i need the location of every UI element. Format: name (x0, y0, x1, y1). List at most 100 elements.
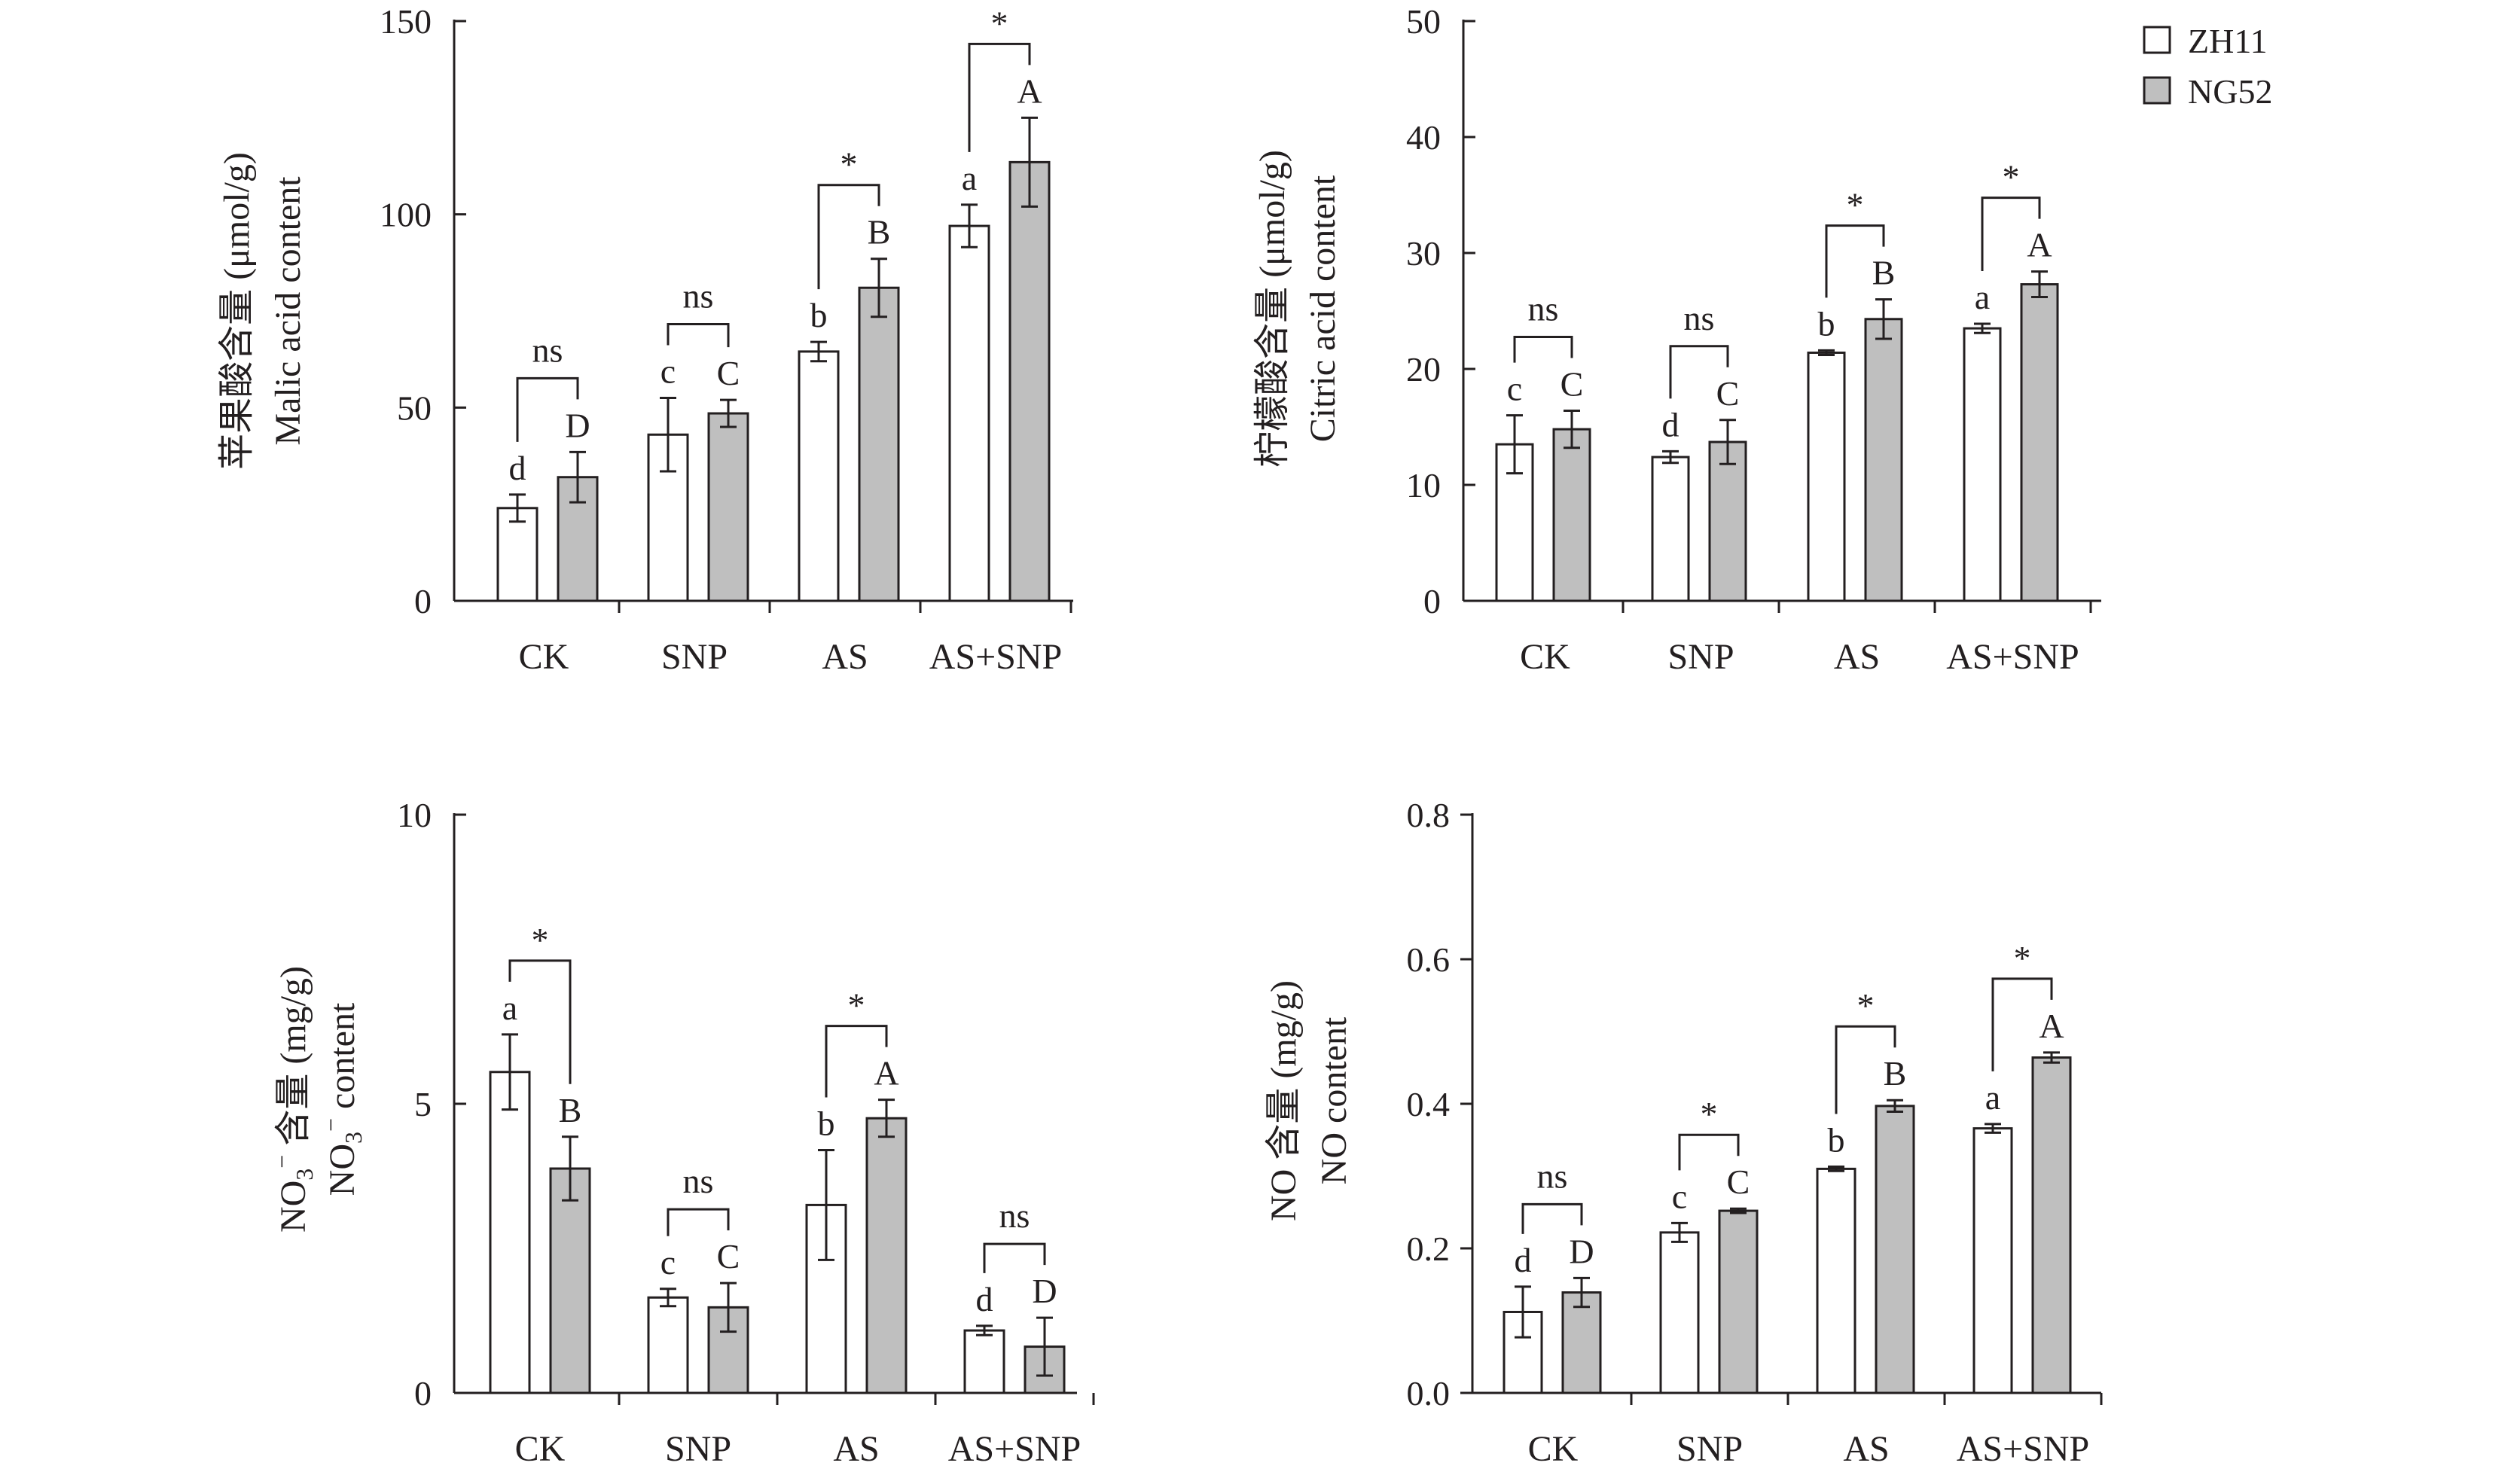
comparison-label: ns (1537, 1156, 1568, 1195)
bar-ng52-as-snp (2020, 283, 2059, 602)
chem-subscript: 3 (340, 1132, 367, 1144)
bar-ng52-as-snp (1008, 160, 1051, 602)
bar-zh11-as-snp (1963, 327, 2002, 602)
comparison-bracket (1513, 335, 1573, 363)
y-tick-label: 0 (414, 582, 432, 620)
y-axis-title-cn: NO3− 含量 (mg/g) (268, 966, 318, 1233)
x-category-label: AS (1834, 637, 1880, 677)
y-axis-title-cn: NO 含量 (mg/g) (1264, 980, 1304, 1221)
comparison-bracket (1521, 1202, 1583, 1234)
significance-letter: C (717, 1237, 740, 1275)
significance-letter: A (874, 1054, 898, 1093)
significance-letter: c (661, 1243, 676, 1281)
bar-ng52-as (1875, 1105, 1915, 1394)
significance-letter: a (1985, 1078, 2000, 1117)
significance-letter: D (565, 406, 590, 444)
bar-ng52-ck (549, 1167, 591, 1394)
y-tick-label: 0.4 (1407, 1085, 1451, 1123)
comparison-label: * (1857, 986, 1875, 1025)
y-axis-title-en: Malic acid content (268, 176, 308, 446)
bar-zh11-as (798, 350, 840, 602)
significance-letter: B (559, 1091, 582, 1129)
comparison-label: * (532, 921, 549, 959)
y-tick-label: 30 (1406, 234, 1441, 273)
x-category-label: SNP (1667, 637, 1734, 677)
comparison-bracket (968, 42, 1031, 152)
significance-letter: d (1515, 1241, 1532, 1279)
comparison-label: ns (683, 277, 714, 315)
comparison-label: ns (683, 1162, 714, 1200)
y-tick-label: 20 (1406, 350, 1441, 389)
bar-zh11-as-snp (1972, 1127, 2013, 1394)
comparison-bracket (1678, 1133, 1740, 1171)
comparison-label: * (2003, 158, 2020, 197)
significance-letter: b (810, 296, 828, 334)
y-tick-label: 40 (1406, 118, 1441, 157)
comparison-label: ns (532, 331, 563, 369)
significance-letter: C (1727, 1163, 1750, 1201)
x-category-label: SNP (1676, 1429, 1743, 1469)
chem-superscript: − (268, 1155, 295, 1169)
bar-ng52-as-snp (2031, 1056, 2072, 1394)
legend-label-ng52: NG52 (2188, 72, 2272, 111)
significance-letter: B (1872, 254, 1896, 292)
comparison-bracket (508, 959, 572, 1084)
y-tick-label: 50 (1406, 2, 1441, 41)
significance-letter: A (1017, 72, 1042, 110)
comparison-label: ns (999, 1196, 1030, 1235)
bar-zh11-ck (489, 1071, 531, 1394)
y-tick-label: 100 (380, 196, 432, 234)
y-axis-title-en: NO3− content (317, 1002, 367, 1196)
x-category-label: AS+SNP (929, 637, 1062, 677)
comparison-bracket (516, 376, 579, 442)
y-axis-title-rest: content (322, 1002, 362, 1118)
legend-label-zh11: ZH11 (2188, 22, 2268, 60)
x-category-label: AS (822, 637, 868, 677)
comparison-bracket (1991, 977, 2053, 1071)
significance-letter: D (1032, 1272, 1057, 1310)
y-axis-title-rest: 含量 (mg/g) (273, 966, 313, 1155)
y-tick-label: 0 (1423, 582, 1441, 620)
comparison-bracket (667, 323, 730, 348)
significance-letter: a (1975, 278, 1990, 316)
y-tick-label: 0.8 (1407, 796, 1451, 834)
bar-ng52-ck (1552, 428, 1591, 602)
x-category-label: AS (833, 1429, 879, 1469)
significance-letter: c (1507, 370, 1522, 408)
comparison-bracket (817, 184, 880, 290)
significance-letter: d (509, 449, 526, 487)
comparison-label: ns (1528, 289, 1559, 328)
comparison-label: * (848, 986, 865, 1025)
legend: ZH11 NG52 (2143, 22, 2272, 111)
significance-letter: B (868, 213, 891, 251)
x-category-label: SNP (665, 1429, 731, 1469)
bar-zh11-snp (647, 1296, 689, 1394)
bar-ng52-as (858, 286, 900, 602)
x-category-label: AS+SNP (1957, 1429, 2089, 1469)
bar-ng52-snp (1718, 1209, 1759, 1394)
x-category-label: AS+SNP (948, 1429, 1081, 1469)
significance-letter: d (1662, 405, 1679, 443)
comparison-bracket (1981, 197, 2041, 271)
significance-letter: A (2027, 226, 2052, 264)
comparison-label: * (1847, 186, 1864, 224)
x-category-label: AS+SNP (1946, 637, 2079, 677)
bar-zh11-as (1807, 351, 1846, 602)
bar-ng52-as (865, 1117, 908, 1394)
y-tick-label: 0.6 (1407, 940, 1451, 979)
significance-letter: B (1884, 1054, 1907, 1093)
x-category-label: CK (1528, 1429, 1579, 1469)
y-tick-label: 50 (397, 389, 432, 427)
x-category-label: AS (1843, 1429, 1889, 1469)
significance-letter: b (1828, 1121, 1845, 1160)
bar-ng52-snp (707, 412, 749, 602)
x-category-label: CK (1520, 637, 1570, 677)
chem-subscript: 3 (291, 1169, 318, 1181)
bar-zh11-as (1816, 1167, 1856, 1394)
y-tick-label: 0.2 (1407, 1230, 1451, 1268)
y-tick-label: 10 (1406, 466, 1441, 504)
